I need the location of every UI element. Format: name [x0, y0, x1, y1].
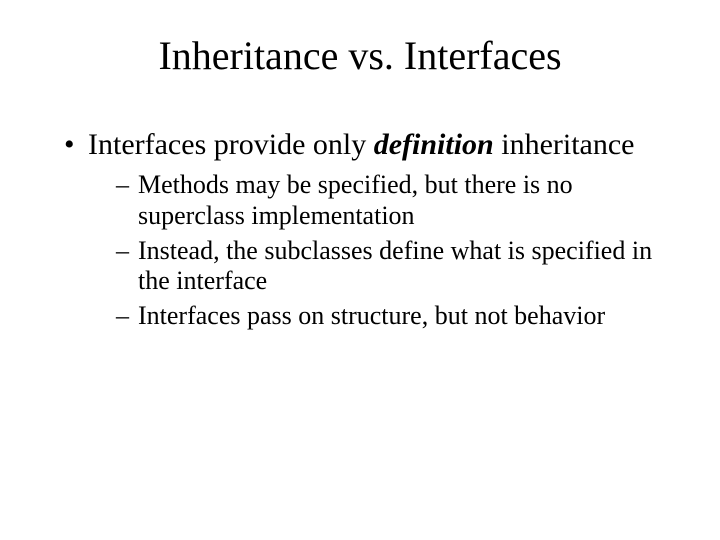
bullet1-pre: Interfaces provide only — [88, 128, 374, 161]
sub-bullet-3: Interfaces pass on structure, but not be… — [116, 301, 660, 332]
sub-bullet-1: Methods may be specified, but there is n… — [116, 170, 660, 231]
bullet-level1: Interfaces provide only definition inher… — [60, 127, 660, 162]
slide-title: Inheritance vs. Interfaces — [0, 0, 720, 79]
slide-body: Interfaces provide only definition inher… — [0, 79, 720, 332]
slide: Inheritance vs. Interfaces Interfaces pr… — [0, 0, 720, 540]
sub-bullets: Methods may be specified, but there is n… — [60, 170, 660, 331]
bullet1-emph: definition — [374, 128, 494, 161]
sub-bullet-2: Instead, the subclasses define what is s… — [116, 236, 660, 297]
bullet1-post: inheritance — [494, 128, 635, 161]
